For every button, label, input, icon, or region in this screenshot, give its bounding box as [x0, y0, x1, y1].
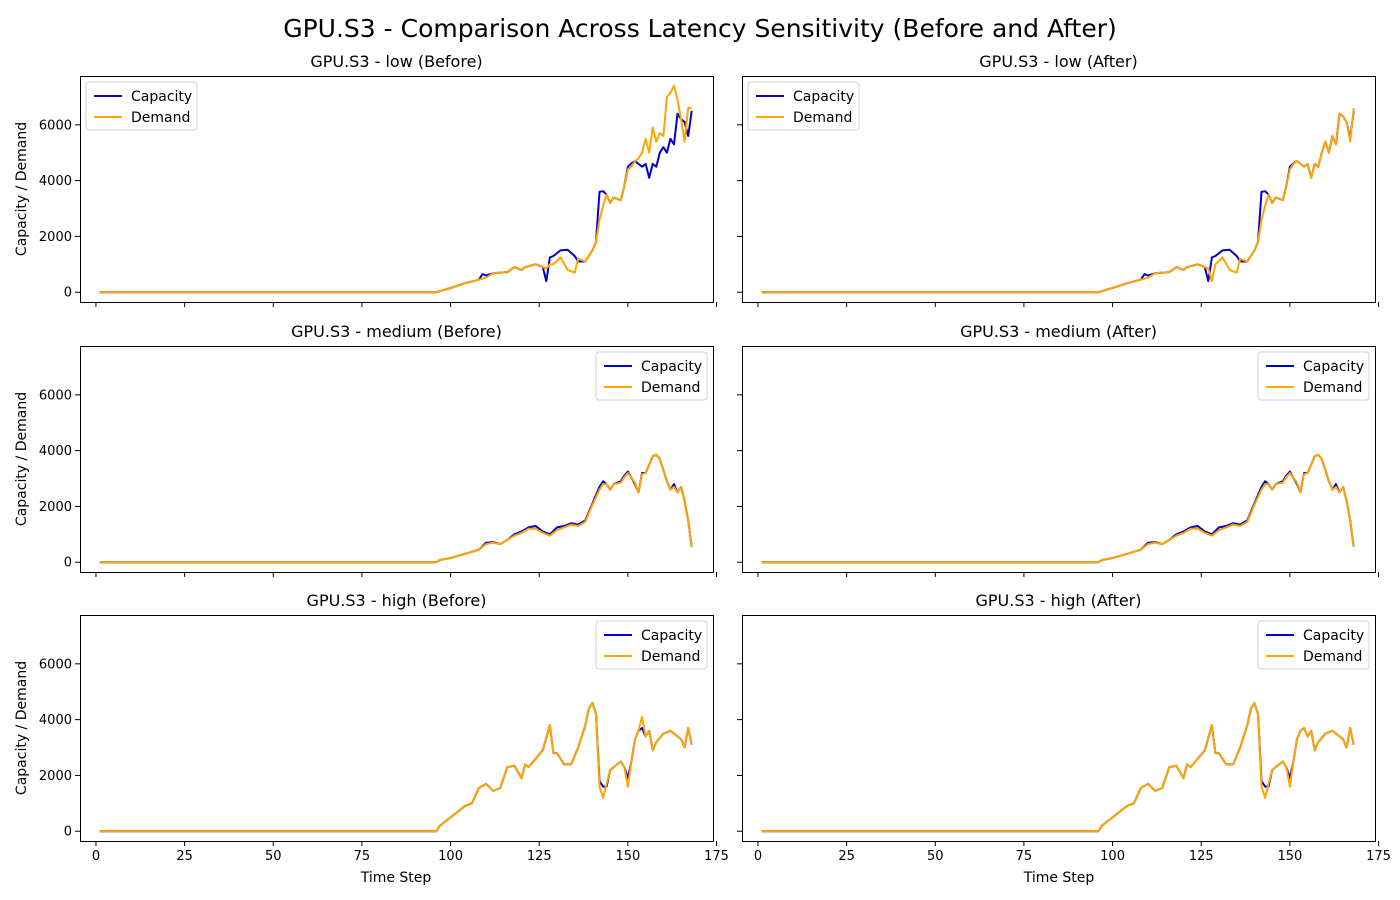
x-tick-label: 100 — [438, 849, 463, 864]
series-line-demand — [99, 84, 692, 294]
legend-label: Capacity — [1303, 359, 1364, 375]
x-tick-label: 100 — [1100, 849, 1125, 864]
series-line-demand — [761, 453, 1355, 564]
series-line-demand — [761, 107, 1355, 294]
legend: Capacity Demand — [1257, 620, 1370, 670]
legend-label: Demand — [131, 110, 190, 126]
legend-label: Capacity — [641, 359, 702, 375]
figure-title: GPU.S3 - Comparison Across Latency Sensi… — [283, 14, 1117, 43]
legend-label: Demand — [641, 380, 700, 396]
legend-label: Demand — [1303, 649, 1362, 665]
x-tick-label: 25 — [838, 849, 855, 864]
x-tick-label: 150 — [615, 849, 640, 864]
x-tick-label: 125 — [527, 849, 552, 864]
legend-label: Demand — [793, 110, 852, 126]
x-tick-label: 50 — [927, 849, 944, 864]
legend-label: Capacity — [641, 628, 702, 644]
series-line-capacity — [761, 110, 1355, 294]
x-tick-label: 25 — [176, 849, 193, 864]
series-line-capacity — [99, 453, 693, 564]
y-axis-label: Capacity / Demand — [14, 122, 30, 256]
x-tick-label: 175 — [1366, 849, 1391, 864]
x-tick-label: 0 — [92, 849, 100, 864]
plot-frame — [742, 346, 1376, 573]
series-line-capacity — [99, 110, 693, 294]
x-axis-label-right: Time Step — [1023, 870, 1095, 886]
y-tick-label: 6000 — [39, 657, 72, 672]
legend-label: Capacity — [793, 89, 854, 105]
subplot-6: GPU.S3 - high (After) 0 25 50 75 100 125 150 175… — [737, 591, 1391, 864]
series-line-demand — [99, 701, 693, 833]
y-tick-label: 4000 — [39, 444, 72, 459]
subplot-3: GPU.S3 - medium (Before) 0 2000 4000 6000 Cap… — [14, 322, 718, 577]
x-tick-label: 0 — [754, 849, 762, 864]
subplot-title: GPU.S3 - high (Before) — [307, 591, 487, 610]
legend-label: Capacity — [131, 89, 192, 105]
series-line-capacity — [99, 701, 693, 833]
legend-label: Demand — [641, 649, 700, 665]
subplot-grid: GPU.S3 - low (Before) 0 2000 4000 6000 Capaci… — [14, 52, 1391, 864]
y-tick-label: 2000 — [39, 500, 72, 515]
subplot-title: GPU.S3 - medium (Before) — [291, 322, 502, 341]
plot-frame — [742, 615, 1376, 842]
x-axis-label-left: Time Step — [360, 870, 432, 886]
subplot-title: GPU.S3 - low (After) — [979, 52, 1137, 71]
legend: Capacity Demand — [595, 620, 708, 670]
subplot-title: GPU.S3 - medium (After) — [960, 322, 1157, 341]
legend: Capacity Demand — [1257, 351, 1370, 401]
y-tick-label: 0 — [64, 825, 72, 840]
plot-frame — [80, 346, 714, 573]
y-tick-label: 2000 — [39, 230, 72, 245]
subplot-title: GPU.S3 - high (After) — [976, 591, 1142, 610]
x-tick-label: 75 — [1016, 849, 1033, 864]
legend: Capacity Demand — [747, 81, 860, 131]
y-axis-label: Capacity / Demand — [14, 661, 30, 795]
x-tick-label: 125 — [1189, 849, 1214, 864]
series-line-demand — [99, 453, 693, 564]
subplot-4: GPU.S3 - medium (After) Capacity Demand — [737, 322, 1380, 577]
y-tick-label: 2000 — [39, 769, 72, 784]
x-tick-label: 150 — [1277, 849, 1302, 864]
legend: Capacity Demand — [595, 351, 708, 401]
subplot-2: GPU.S3 - low (After) Capacity Demand — [737, 52, 1380, 307]
y-tick-label: 4000 — [39, 713, 72, 728]
y-tick-label: 4000 — [39, 174, 72, 189]
series-line-demand — [761, 701, 1355, 833]
series-line-capacity — [761, 701, 1355, 833]
y-axis-label: Capacity / Demand — [14, 392, 30, 526]
subplot-title: GPU.S3 - low (Before) — [310, 52, 482, 71]
y-tick-label: 6000 — [39, 388, 72, 403]
subplot-1: GPU.S3 - low (Before) 0 2000 4000 6000 Capaci… — [14, 52, 718, 307]
x-tick-label: 75 — [354, 849, 371, 864]
legend: Capacity Demand — [85, 81, 198, 131]
series-line-capacity — [761, 453, 1355, 564]
plot-frame — [80, 615, 714, 842]
y-tick-label: 6000 — [39, 118, 72, 133]
x-tick-label: 50 — [265, 849, 282, 864]
plot-frame — [742, 76, 1376, 303]
subplot-5: GPU.S3 - high (Before) 0 25 50 75 100 125 150 17… — [14, 591, 729, 864]
x-tick-label: 175 — [704, 849, 729, 864]
y-tick-label: 0 — [64, 556, 72, 571]
legend-label: Capacity — [1303, 628, 1364, 644]
y-tick-label: 0 — [64, 286, 72, 301]
legend-label: Demand — [1303, 380, 1362, 396]
plot-frame — [80, 76, 714, 303]
